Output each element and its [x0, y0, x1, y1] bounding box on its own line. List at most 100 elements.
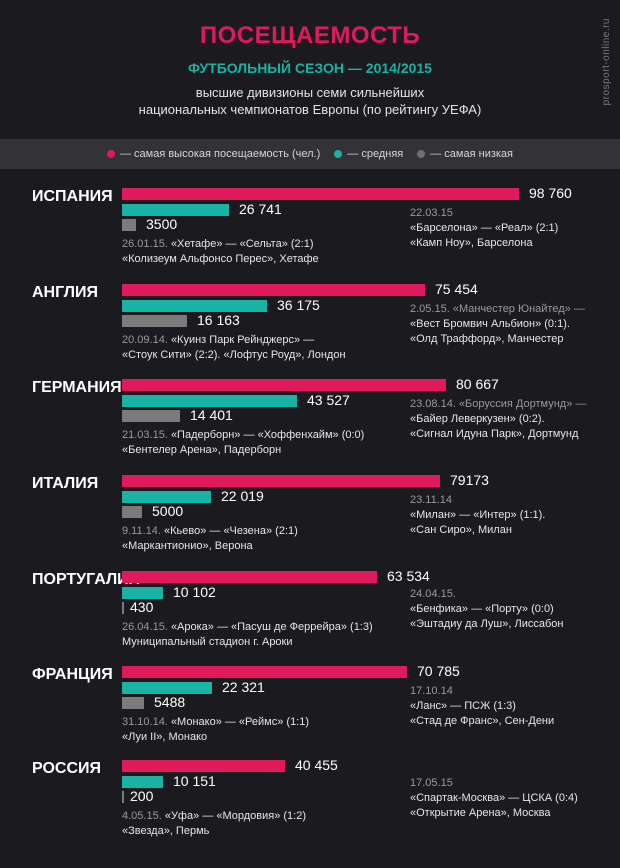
min-note-date: 21.03.15. — [122, 429, 171, 441]
value-label-avg: 22 321 — [222, 679, 265, 695]
min-attendance-note: 4.05.15. «Уфа» — «Мордовия» (1:2) «Звезда… — [122, 809, 306, 839]
max-attendance-note: 23.11.14 «Милан» — «Интер» (1:1). «Сан Сир… — [410, 493, 545, 538]
bar-min — [122, 219, 136, 231]
value-label-max: 70 785 — [417, 663, 460, 679]
bar-max — [122, 379, 446, 391]
min-note-line: «Колизеум Альфонсо Перес», Хетафе — [122, 253, 319, 265]
bar-max — [122, 666, 407, 678]
max-note-date: 22.03.15 — [410, 207, 453, 219]
bar-avg — [122, 204, 229, 216]
min-note-line: Муниципальный стадион г. Ароки — [122, 636, 293, 648]
value-label-max: 98 760 — [529, 185, 572, 201]
bar-min — [122, 791, 124, 803]
legend-label-min: — самая низкая — [430, 148, 514, 160]
max-note-date: 23.08.14. «Боруссия Дортмунд» — — [410, 397, 586, 412]
value-label-min: 5000 — [152, 503, 184, 519]
legend-item-min: — самая низкая — [417, 148, 513, 160]
legend-dot-max — [106, 150, 115, 158]
min-note-date: 31.10.14. — [122, 716, 171, 728]
value-label-min: 200 — [130, 788, 154, 804]
value-label-min: 14 401 — [190, 407, 233, 423]
min-note-date: 4.05.15. — [122, 810, 165, 822]
value-label-avg: 10 151 — [173, 773, 216, 789]
max-attendance-note: 17.05.15 «Спартак-Москва» — ЦСКА (0:4) «От… — [410, 776, 578, 821]
country-name: РОССИЯ — [32, 760, 102, 777]
value-label-avg: 22 019 — [221, 488, 264, 504]
min-attendance-note: 31.10.14. «Монако» — «Реймс» (1:1) «Луи I… — [122, 715, 309, 745]
min-note-line: «Луи II», Монако — [122, 731, 208, 743]
max-attendance-note: 22.03.15 «Барселона» — «Реал» (2:1) «Камп … — [410, 206, 558, 251]
value-label-min: 430 — [130, 599, 154, 615]
min-note-date: 26.04.15. — [122, 621, 171, 633]
max-note-line: «Бенфика» — «Порту» (0:0) — [410, 603, 554, 615]
bar-min — [122, 410, 180, 422]
bar-avg — [122, 395, 297, 407]
value-label-min: 3500 — [146, 216, 178, 232]
bar-min — [122, 697, 144, 709]
max-attendance-note: 23.08.14. «Боруссия Дортмунд» — «Байер Ле… — [410, 397, 586, 442]
value-label-avg: 43 527 — [307, 392, 350, 408]
max-note-line: «Милан» — «Интер» (1:1). — [410, 509, 546, 521]
value-label-max: 79173 — [450, 472, 489, 488]
max-note-line: «Эштадиу да Луш», Лиссабон — [410, 618, 564, 630]
legend-dot-avg — [334, 150, 343, 158]
source-credit: prosport-online.ru — [601, 18, 612, 106]
description-line-1: высшие дивизионы семи сильнейших — [195, 85, 425, 100]
bar-max — [122, 571, 377, 583]
max-note-line: «Камп Ноу», Барселона — [410, 237, 533, 249]
value-label-max: 63 534 — [387, 568, 430, 584]
header: ПОСЕЩАЕМОСТЬ ФУТБОЛЬНЫЙ СЕЗОН — 2014/201… — [0, 0, 620, 138]
min-note-first-line: 9.11.14. «Кьево» — «Чезена» (2:1) — [122, 524, 298, 539]
bar-min — [122, 315, 187, 327]
bar-min — [122, 506, 142, 518]
min-note-match: «Кьево» — «Чезена» (2:1) — [164, 525, 298, 537]
min-note-match: «Куинз Парк Рейнджерс» — — [170, 334, 315, 346]
bar-max — [122, 284, 425, 296]
bar-avg — [122, 491, 211, 503]
max-note-date: 17.10.14 — [410, 685, 453, 697]
min-note-date: 9.11.14. — [122, 525, 164, 537]
min-note-first-line: 20.09.14. «Куинз Парк Рейнджерс» — — [122, 333, 346, 348]
min-attendance-note: 26.01.15. «Хетафе» — «Сельта» (2:1) «Коли… — [122, 237, 319, 267]
min-note-line: «Бентелер Арена», Падерборн — [122, 444, 282, 456]
bar-max — [122, 760, 285, 772]
legend-label-max: — самая высокая посещаемость (чел.) — [119, 148, 321, 160]
min-note-match: «Арока» — «Пасуш де Феррейра» (1:3) — [170, 621, 373, 633]
country-name: ИТАЛИЯ — [32, 475, 99, 492]
min-note-first-line: 31.10.14. «Монако» — «Реймс» (1:1) — [122, 715, 309, 730]
min-attendance-note: 21.03.15. «Падерборн» — «Хоффенхайм» (0:… — [122, 428, 364, 458]
country-name: ГЕРМАНИЯ — [32, 379, 122, 396]
chart-subtitle: ФУТБОЛЬНЫЙ СЕЗОН — 2014/2015 — [188, 60, 432, 76]
max-note-line: «Сигнал Идуна Парк», Дортмунд — [410, 428, 579, 440]
min-attendance-note: 26.04.15. «Арока» — «Пасуш де Феррейра» … — [122, 620, 373, 650]
max-note-match: «Манчестер Юнайтед» — — [452, 303, 585, 315]
min-note-match: «Падерборн» — «Хоффенхайм» (0:0) — [170, 429, 365, 441]
legend-dot-min — [417, 150, 426, 158]
country-name: ФРАНЦИЯ — [32, 666, 113, 683]
max-note-date: 2.05.15. «Манчестер Юнайтед» — — [410, 302, 585, 317]
max-note-line: «Спартак-Москва» — ЦСКА (0:4) — [410, 792, 578, 804]
max-attendance-note: 2.05.15. «Манчестер Юнайтед» — «Вест Бром… — [410, 302, 585, 347]
min-attendance-note: 20.09.14. «Куинз Парк Рейнджерс» — «Стоук… — [122, 333, 346, 363]
min-note-date: 20.09.14. — [122, 334, 171, 346]
bar-avg — [122, 776, 163, 788]
min-note-first-line: 26.01.15. «Хетафе» — «Сельта» (2:1) — [122, 237, 319, 252]
max-note-date: 23.11.14 — [410, 494, 453, 506]
max-note-line: «Стад де Франс», Сен-Дени — [410, 715, 555, 727]
max-note-date: 17.05.15 — [410, 777, 453, 789]
country-name: ИСПАНИЯ — [32, 188, 113, 205]
legend-item-max: — самая высокая посещаемость (чел.) — [106, 148, 321, 160]
value-label-min: 16 163 — [197, 312, 240, 328]
max-note-line: «Открытие Арена», Москва — [410, 807, 551, 819]
value-label-min: 5488 — [154, 694, 186, 710]
bar-max — [122, 188, 519, 200]
bar-avg — [122, 300, 267, 312]
max-note-line: «Вест Бромвич Альбион» (0:1). — [410, 318, 570, 330]
description-line-2: национальных чемпионатов Европы (по рейт… — [138, 102, 482, 117]
value-label-max: 40 455 — [295, 757, 338, 773]
bar-max — [122, 475, 440, 487]
max-note-date: 24.04.15. — [410, 588, 456, 600]
chart-title: ПОСЕЩАЕМОСТЬ — [199, 22, 421, 49]
min-note-date: 26.01.15. — [122, 238, 171, 250]
min-note-line: «Маркантионио», Верона — [122, 540, 253, 552]
